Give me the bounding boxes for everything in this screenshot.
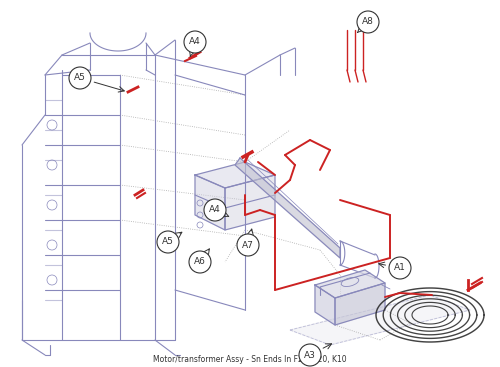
Text: A4: A4 [189, 37, 201, 47]
Text: Motor/transformer Assy - Sn Ends In F20, C20, K10: Motor/transformer Assy - Sn Ends In F20,… [153, 355, 347, 364]
Text: A5: A5 [74, 73, 86, 83]
Text: A7: A7 [242, 240, 254, 250]
Polygon shape [195, 175, 225, 230]
Circle shape [299, 344, 321, 366]
Text: A3: A3 [304, 350, 316, 360]
Text: A8: A8 [362, 18, 374, 26]
Polygon shape [315, 285, 335, 325]
Polygon shape [195, 162, 275, 188]
Polygon shape [225, 175, 275, 230]
Polygon shape [335, 283, 385, 325]
Circle shape [389, 257, 411, 279]
Circle shape [69, 67, 91, 89]
Text: A6: A6 [194, 258, 206, 266]
Text: A1: A1 [394, 264, 406, 273]
Circle shape [237, 234, 259, 256]
Circle shape [184, 31, 206, 53]
Circle shape [157, 231, 179, 253]
Polygon shape [290, 295, 470, 345]
Text: A5: A5 [162, 237, 174, 247]
Polygon shape [235, 158, 340, 258]
Circle shape [189, 251, 211, 273]
Circle shape [357, 11, 379, 33]
Polygon shape [315, 270, 385, 298]
Text: A4: A4 [209, 206, 221, 214]
Circle shape [204, 199, 226, 221]
